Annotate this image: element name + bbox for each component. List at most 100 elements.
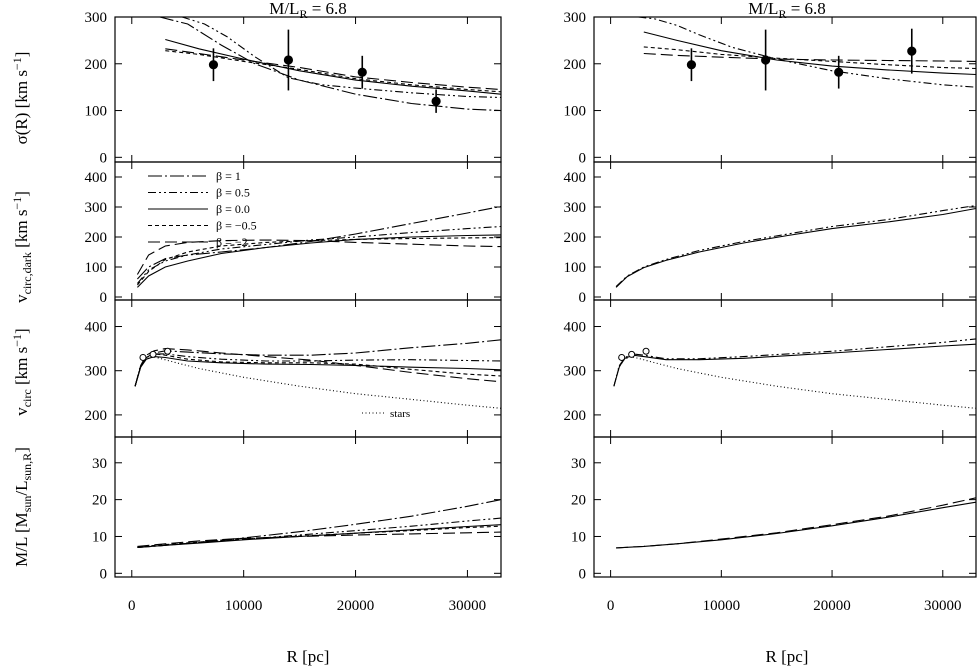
model-line-3 <box>165 50 501 93</box>
vcirc-y-title: vcirc [km s−1] <box>10 328 34 415</box>
vcirc-y-title-exp: −1 <box>10 334 24 347</box>
panel-plot-area <box>638 17 976 91</box>
legend: β = 1 β = 0.5 β = 0.0 β = −0.5 β = −2 <box>148 169 257 249</box>
model-line-1 <box>615 207 976 288</box>
panel-frame <box>593 161 977 301</box>
model-line-1 <box>616 501 976 549</box>
panel-left-vcirc_dark: 0 100 200 300 400 β = 1 β = 0.5 β = 0.0 β = −0.5… <box>85 161 502 306</box>
legend-label-3: β = −0.5 <box>216 219 257 233</box>
legend-label-2: β = 0.0 <box>216 202 250 216</box>
model-line-0 <box>613 338 976 387</box>
model-line-2 <box>165 38 501 95</box>
y-tick-label: 0 <box>579 150 587 166</box>
legend-label-0: β = 1 <box>216 169 241 183</box>
vcirc-y-title-unit: [km s <box>12 347 31 390</box>
vcirc-dark-y-title: vcirc,dark [km s−1] <box>10 191 34 303</box>
vcirc-y-title-sub: circ <box>20 389 34 407</box>
stars-label: stars <box>390 408 410 420</box>
panel-left-sigma: 0 100 200 300 <box>85 10 502 166</box>
panel-frame <box>114 436 502 578</box>
panel-frame <box>593 436 977 578</box>
y-tick-label: 0 <box>100 150 108 166</box>
panel-plot-area <box>615 204 976 288</box>
column-titles: M/LR = 6.8 M/LR = 6.8 <box>269 0 826 21</box>
y-tick-label: 30 <box>92 456 107 472</box>
title-sub: R <box>778 7 786 21</box>
x-tick-label: 30000 <box>924 598 962 614</box>
sigma-y-title: σ(R) [km s−1] <box>10 52 31 145</box>
y-tick-label: 300 <box>564 10 587 26</box>
model-line-0 <box>616 497 976 549</box>
panel-frame <box>593 16 977 163</box>
observed-point <box>618 353 626 361</box>
y-tick-label: 200 <box>564 230 587 246</box>
y-tick-label: 200 <box>85 230 108 246</box>
x-tick-label: 0 <box>607 598 615 614</box>
model-line-1 <box>136 225 501 284</box>
x-tick-label: 0 <box>128 598 136 614</box>
data-point <box>208 60 219 70</box>
ml-y-title-end: ] <box>12 447 31 453</box>
model-line-1 <box>643 31 976 76</box>
y-tick-label: 400 <box>564 170 587 186</box>
right-x-axis-title: R [pc] <box>766 647 809 666</box>
vcirc-dark-y-title-main: v <box>12 294 31 303</box>
y-tick-label: 100 <box>85 104 108 120</box>
model-line-3 <box>643 52 976 62</box>
y-tick-label: 200 <box>564 57 587 73</box>
vcirc-dark-y-title-unit: [km s <box>12 210 31 253</box>
y-tick-label: 300 <box>85 10 108 26</box>
y-tick-label: 300 <box>564 364 587 380</box>
panel-plot-area <box>137 499 501 549</box>
observed-point <box>164 347 172 355</box>
model-line-4 <box>134 348 501 387</box>
vcirc-dark-y-title-end: ] <box>12 191 31 197</box>
y-tick-label: 0 <box>100 566 108 582</box>
panel-right-vcirc: 200 300 400 <box>564 299 977 438</box>
ml-y-title-slash: /L <box>12 480 31 495</box>
panel-plot-area <box>613 338 976 409</box>
y-tick-label: 100 <box>85 260 108 276</box>
data-point <box>907 46 917 56</box>
title-rest: = 6.8 <box>786 0 825 18</box>
model-line-0 <box>638 17 976 88</box>
y-tick-label: 400 <box>85 170 108 186</box>
observed-point <box>642 347 650 355</box>
model-line-3 <box>136 237 501 286</box>
model-line-1 <box>181 17 501 99</box>
model-line-3 <box>134 353 501 387</box>
sigma-y-title-exp: −1 <box>10 57 24 70</box>
left-column-title: M/LR = 6.8 <box>269 0 347 21</box>
observed-point <box>149 350 157 358</box>
y-tick-label: 30 <box>571 456 586 472</box>
vcirc-dark-y-title-sub: circ,dark <box>20 252 34 294</box>
y-tick-label: 400 <box>564 320 587 336</box>
y-tick-label: 200 <box>85 57 108 73</box>
y-tick-label: 0 <box>100 290 108 306</box>
y-tick-label: 200 <box>85 408 108 424</box>
panel-frame <box>114 16 502 163</box>
title-sub: R <box>299 7 307 21</box>
model-line-4 <box>165 48 501 91</box>
y-tick-label: 20 <box>571 493 586 509</box>
model-line-4 <box>137 531 501 547</box>
y-tick-label: 200 <box>564 408 587 424</box>
data-point <box>357 67 367 77</box>
x-tick-label: 20000 <box>337 598 375 614</box>
y-tick-label: 300 <box>85 200 108 216</box>
observed-point <box>139 353 147 361</box>
stars-model-line <box>613 356 976 409</box>
y-tick-label: 0 <box>579 290 587 306</box>
sigma-y-title-end: ] <box>12 52 31 58</box>
x-tick-label: 10000 <box>225 598 263 614</box>
x-tick-label: 30000 <box>449 598 487 614</box>
data-point <box>686 60 697 70</box>
model-line-1 <box>134 353 501 387</box>
ml-y-title-sub1: sun <box>20 496 34 513</box>
panel-right-vcirc_dark: 0 100 200 300 400 <box>564 161 977 306</box>
sigma-y-title-main: σ(R) [km s <box>12 70 31 144</box>
panel-plot-area <box>159 17 501 113</box>
legend-label-4: β = −2 <box>216 235 248 249</box>
